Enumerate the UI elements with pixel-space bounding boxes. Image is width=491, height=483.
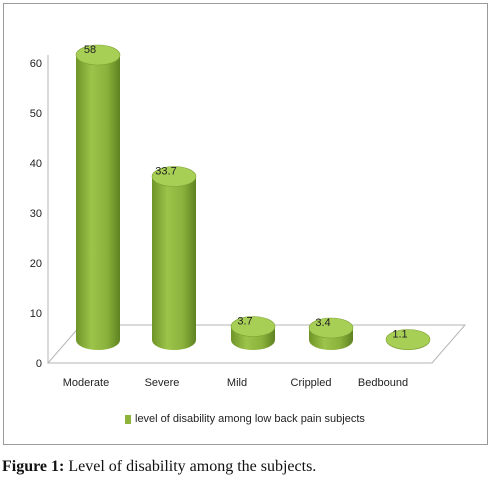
bars: [75, 44, 431, 350]
bar: [230, 316, 276, 350]
bar-body: [76, 55, 120, 350]
bar: [308, 317, 354, 350]
y-tick-label: 30: [30, 208, 42, 220]
y-tick-label: 60: [30, 58, 42, 70]
data-label: 58: [84, 44, 96, 56]
x-tick-label: Moderate: [63, 377, 109, 389]
data-labels: 58 33.7 3.7 3.4 1.1: [84, 44, 408, 341]
x-axis-labels: Moderate Severe Mild Crippled Bedbound: [63, 377, 408, 389]
bar: [385, 329, 431, 350]
y-tick-label: 50: [30, 108, 42, 120]
y-axis-ticks: 0 10 20 30 40 50 60: [30, 58, 42, 370]
x-tick-label: Mild: [227, 377, 247, 389]
bar-body: [152, 176, 196, 350]
data-label: 3.7: [237, 316, 252, 328]
data-label: 3.4: [315, 317, 330, 329]
data-label: 1.1: [392, 329, 407, 341]
bar: [151, 166, 197, 350]
y-tick-label: 40: [30, 158, 42, 170]
legend-label: level of disability among low back pain …: [135, 413, 365, 425]
y-tick-label: 0: [36, 358, 42, 370]
x-tick-label: Crippled: [291, 377, 332, 389]
bar: [75, 44, 121, 350]
y-tick-label: 10: [30, 308, 42, 320]
bar-top: [308, 317, 354, 339]
legend: level of disability among low back pain …: [125, 413, 365, 425]
legend-swatch: [125, 414, 131, 424]
bar-top: [151, 166, 197, 187]
x-tick-label: Severe: [145, 377, 180, 389]
bar-top: [385, 329, 431, 350]
data-label: 33.7: [155, 166, 176, 178]
bar-top: [75, 44, 121, 66]
caption-text: Level of disability among the subjects.: [64, 458, 317, 475]
figure-caption: Figure 1: Level of disability among the …: [2, 458, 316, 476]
y-tick-label: 20: [30, 258, 42, 270]
bar-top: [230, 316, 276, 337]
x-tick-label: Bedbound: [358, 377, 408, 389]
caption-label: Figure 1:: [2, 458, 65, 475]
